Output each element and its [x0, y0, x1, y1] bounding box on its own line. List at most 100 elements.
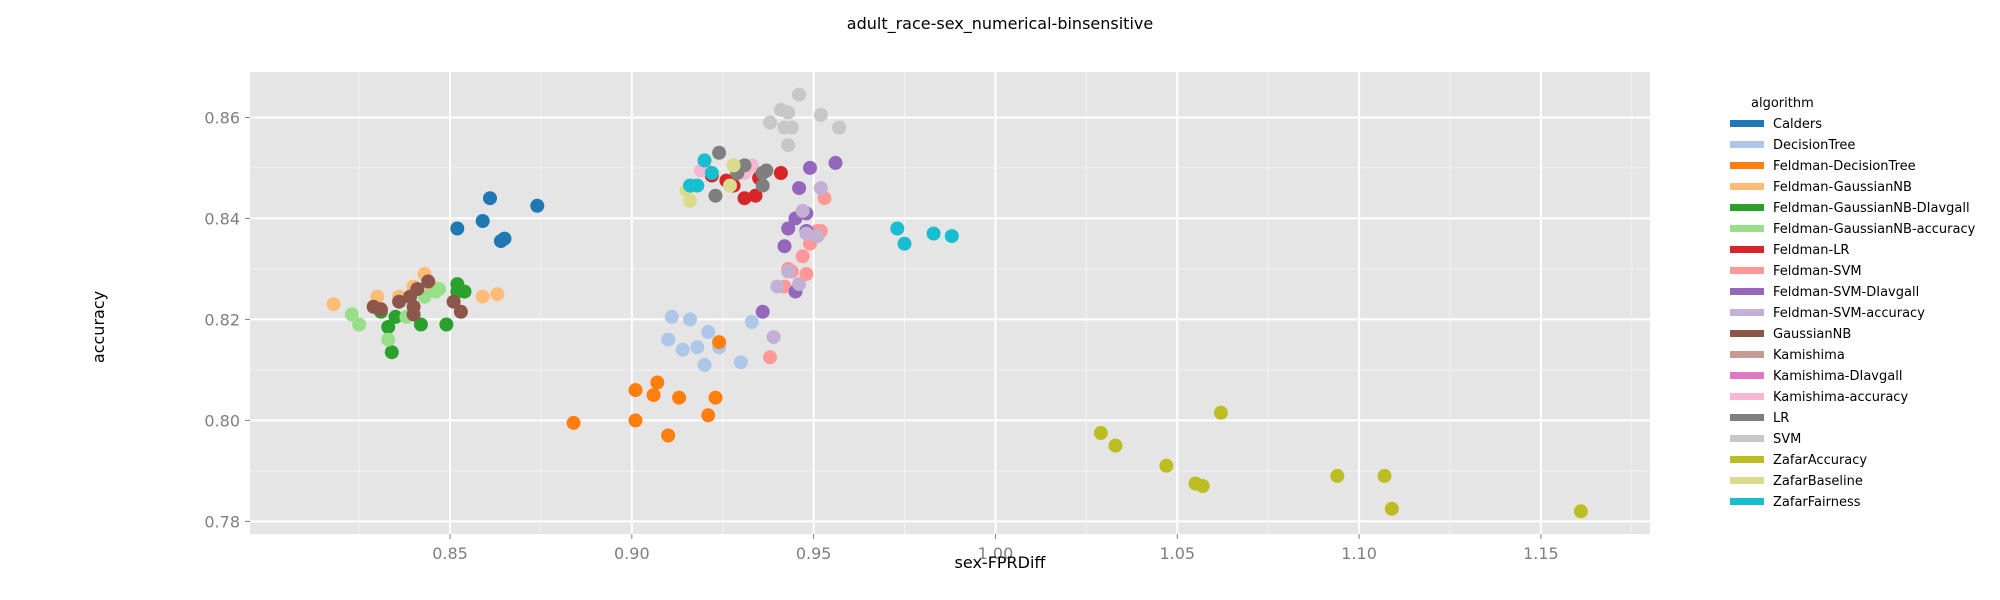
point-gaussiannb [392, 294, 407, 309]
point-feldman-svm-accuracy [792, 277, 807, 292]
point-feldman-decisiontree [646, 388, 661, 403]
point-svm [763, 115, 777, 130]
point-feldman-decisiontree [701, 408, 716, 423]
legend-swatch-gaussiannb [1730, 330, 1764, 337]
legend-swatch-svm [1730, 435, 1764, 442]
point-feldman-gaussiannb [490, 287, 505, 302]
legend-label-calders: Calders [1773, 117, 1822, 132]
point-feldman-gaussiannb-diavgall [457, 284, 472, 299]
point-zafaraccuracy [1108, 438, 1123, 453]
legend-label-decisiontree: DecisionTree [1773, 138, 1855, 153]
point-feldman-decisiontree [712, 335, 727, 350]
point-decisiontree [664, 309, 679, 324]
legend-swatch-feldman-gaussiannb-accuracy [1730, 225, 1764, 232]
point-feldman-gaussiannb-accuracy [432, 282, 447, 297]
legend-swatch-kamishima-accuracy [1730, 393, 1764, 400]
point-feldman-decisiontree [628, 413, 643, 428]
point-zafarbaseline [726, 158, 741, 173]
point-zafarfairness [897, 236, 912, 251]
point-feldman-gaussiannb-diavgall [384, 345, 399, 360]
point-zafaraccuracy [1377, 468, 1392, 483]
legend-swatch-kamishima-diavgall [1730, 372, 1764, 379]
legend-label-feldman-svm-diavgall: Feldman-SVM-DIavgall [1773, 285, 1919, 300]
legend-swatch-feldman-svm-diavgall [1730, 288, 1764, 295]
point-feldman-svm [763, 350, 777, 365]
point-feldman-decisiontree [628, 383, 643, 398]
x-tick-label: 1.00 [978, 544, 1014, 563]
data-points [326, 87, 1588, 519]
point-decisiontree [697, 357, 712, 372]
point-feldman-decisiontree [661, 428, 676, 443]
legend-swatch-feldman-gaussiannb-diavgall [1730, 204, 1764, 211]
y-tick-label: 0.86 [204, 108, 240, 127]
legend-swatch-zafarbaseline [1730, 477, 1764, 484]
x-tick-label: 1.15 [1523, 544, 1559, 563]
point-calders [530, 198, 545, 213]
legend-title: algorithm [1751, 96, 1814, 111]
x-tick-label: 0.95 [796, 544, 832, 563]
y-axis-title: accuracy [89, 291, 108, 363]
point-feldman-svm-diavgall [777, 239, 792, 254]
point-lr [755, 178, 770, 193]
point-calders [483, 191, 497, 206]
point-zafaraccuracy [1573, 504, 1588, 519]
point-svm [792, 87, 807, 102]
grid-lines [250, 72, 1650, 534]
point-decisiontree [690, 340, 705, 355]
point-feldman-gaussiannb-diavgall [381, 320, 396, 334]
legend-label-kamishima-diavgall: Kamishima-DIavgall [1773, 369, 1902, 384]
legend-swatch-feldman-svm [1730, 267, 1764, 274]
legend-swatch-kamishima [1730, 351, 1764, 358]
point-zafarfairness [926, 226, 941, 241]
legend-swatch-feldman-svm-accuracy [1730, 309, 1764, 316]
point-feldman-svm-accuracy [813, 181, 828, 196]
point-lr [759, 163, 774, 178]
legend-label-feldman-lr: Feldman-LR [1773, 243, 1849, 258]
legend-label-gaussiannb: GaussianNB [1773, 327, 1851, 342]
point-feldman-svm-accuracy [770, 279, 785, 294]
y-tick-label: 0.82 [204, 310, 240, 329]
x-tick-label: 0.90 [614, 544, 650, 563]
legend-swatch-calders [1730, 120, 1764, 127]
point-feldman-decisiontree [566, 415, 581, 430]
point-feldman-gaussiannb-accuracy [344, 307, 359, 322]
point-feldman-svm-accuracy [810, 229, 825, 244]
point-decisiontree [701, 325, 716, 339]
point-zafarbaseline [683, 193, 697, 208]
point-feldman-gaussiannb-accuracy [381, 332, 396, 347]
point-feldman-svm [799, 267, 814, 281]
point-feldman-svm-accuracy [795, 203, 810, 218]
legend-label-feldman-svm: Feldman-SVM [1773, 264, 1862, 279]
point-lr [712, 145, 727, 160]
point-zafarbaseline [723, 178, 737, 193]
point-lr [708, 188, 723, 203]
legend-label-zafarbaseline: ZafarBaseline [1773, 474, 1863, 489]
legend-swatch-feldman-decisiontree [1730, 162, 1764, 169]
axis-ticks: 0.85 0.90 0.95 1.00 1.05 1.10 1.15 0.78 0.80 0.82… [204, 108, 1558, 563]
point-decisiontree [744, 314, 759, 329]
point-feldman-decisiontree [650, 375, 665, 390]
point-zafaraccuracy [1093, 426, 1108, 440]
legend-swatch-feldman-lr [1730, 246, 1764, 253]
point-gaussiannb [453, 304, 468, 319]
x-tick-label: 0.85 [432, 544, 468, 563]
point-gaussiannb [410, 282, 425, 297]
point-zafarfairness [704, 166, 719, 180]
point-feldman-decisiontree [708, 390, 723, 405]
point-svm [781, 105, 796, 120]
point-feldman-lr [737, 191, 752, 206]
point-lr [737, 158, 752, 173]
x-tick-label: 1.10 [1341, 544, 1377, 563]
point-feldman-gaussiannb [326, 297, 341, 312]
point-gaussiannb [421, 274, 436, 289]
point-zafaraccuracy [1159, 458, 1174, 473]
point-zafarfairness [890, 221, 905, 236]
point-calders [497, 231, 512, 246]
point-calders [475, 214, 490, 228]
point-zafaraccuracy [1330, 468, 1345, 483]
point-feldman-decisiontree [672, 390, 687, 405]
point-svm [813, 107, 828, 122]
legend-label-feldman-gaussiannb-accuracy: Feldman-GaussianNB-accuracy [1773, 222, 1976, 237]
point-feldman-svm-diavgall [803, 160, 817, 175]
